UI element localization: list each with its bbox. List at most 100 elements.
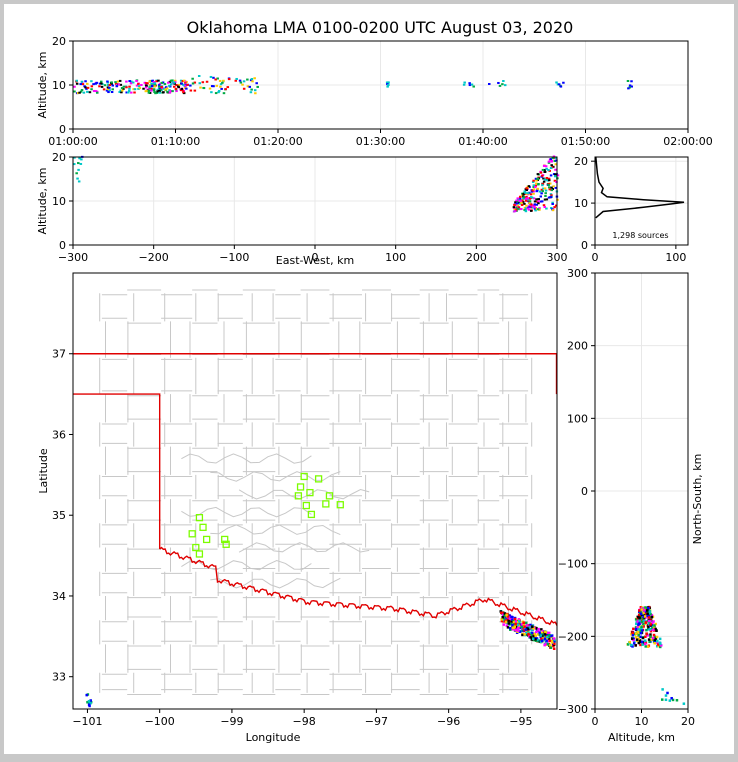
source-point — [537, 629, 540, 632]
source-point — [171, 90, 174, 93]
county-boundary — [101, 289, 529, 296]
source-point — [201, 81, 205, 84]
source-point — [666, 691, 669, 695]
source-point — [537, 627, 540, 631]
source-point — [550, 164, 553, 167]
source-point — [165, 87, 169, 90]
x-axis-label: East-West, km — [276, 254, 354, 267]
source-point — [510, 620, 513, 624]
source-point — [111, 88, 114, 91]
source-point — [468, 84, 472, 87]
x-tick-label: 01:50:00 — [561, 135, 610, 148]
source-point — [653, 635, 657, 638]
source-point — [98, 85, 101, 88]
county-boundary — [101, 418, 529, 425]
source-point — [643, 608, 646, 612]
source-point — [551, 209, 555, 212]
source-point — [250, 78, 254, 81]
source-point — [157, 79, 160, 82]
source-point — [75, 82, 79, 85]
source-point — [73, 85, 76, 88]
county-boundary — [245, 293, 253, 693]
source-point — [549, 644, 552, 647]
source-point — [522, 622, 526, 626]
source-point — [523, 633, 526, 636]
source-point — [640, 626, 643, 630]
source-point — [540, 188, 544, 191]
source-point — [642, 618, 645, 622]
source-point — [524, 628, 528, 631]
source-point — [256, 85, 259, 88]
source-point — [86, 86, 90, 89]
source-point — [78, 91, 81, 94]
source-point — [152, 89, 156, 92]
source-point — [106, 80, 109, 83]
source-point — [220, 87, 223, 90]
source-point — [528, 626, 531, 629]
source-point — [193, 81, 197, 84]
source-point — [76, 177, 79, 180]
source-point — [639, 614, 643, 617]
source-point — [151, 79, 154, 82]
x-tick-label: 01:40:00 — [458, 135, 507, 148]
source-point — [507, 622, 511, 625]
county-boundary — [99, 293, 106, 693]
y-axis-label: Latitude — [37, 448, 50, 494]
source-point — [644, 645, 647, 648]
source-point — [541, 634, 544, 638]
source-point — [562, 81, 565, 84]
source-point — [670, 696, 673, 700]
source-point — [648, 627, 652, 631]
source-point — [647, 638, 651, 641]
source-point — [119, 83, 123, 86]
source-point — [533, 632, 537, 636]
source-point — [638, 622, 642, 625]
source-point — [534, 177, 538, 180]
source-point — [542, 631, 545, 635]
source-point — [542, 204, 546, 207]
source-point — [539, 171, 543, 174]
source-point — [534, 638, 537, 641]
source-point — [535, 203, 539, 206]
county-boundary — [101, 442, 529, 449]
source-point — [650, 619, 653, 623]
x-tick-label: −95 — [509, 715, 532, 728]
source-point — [632, 638, 635, 642]
source-point — [106, 81, 110, 84]
x-tick-label: 10 — [635, 715, 649, 728]
source-point — [131, 81, 135, 84]
source-point — [631, 645, 634, 648]
source-point — [548, 639, 552, 643]
source-point — [547, 183, 550, 186]
x-tick-label: −97 — [365, 715, 388, 728]
source-point — [540, 631, 543, 635]
source-point — [135, 79, 138, 82]
source-point — [554, 204, 558, 207]
source-point — [160, 81, 163, 84]
figure-title: Oklahoma LMA 0100-0200 UTC August 03, 20… — [187, 18, 574, 37]
source-point — [169, 90, 173, 93]
source-point — [73, 163, 76, 166]
source-point — [650, 638, 653, 641]
source-point — [525, 187, 528, 190]
source-point — [528, 202, 531, 205]
y-tick-label: 33 — [52, 671, 66, 684]
source-point — [647, 614, 650, 618]
source-point — [536, 208, 540, 211]
lma-station-marker — [202, 535, 211, 544]
source-point — [526, 207, 529, 210]
source-point — [173, 85, 176, 88]
source-point — [226, 86, 230, 89]
source-point — [642, 613, 646, 616]
source-point — [534, 186, 537, 189]
source-point — [254, 92, 257, 95]
source-point — [212, 76, 215, 79]
source-point — [641, 622, 645, 626]
y-tick-label: 0 — [581, 485, 588, 498]
source-point — [518, 202, 522, 205]
source-point — [529, 636, 532, 639]
county-boundary — [181, 506, 312, 518]
source-point — [550, 206, 553, 209]
histogram-line — [595, 156, 685, 219]
source-point — [527, 624, 531, 627]
